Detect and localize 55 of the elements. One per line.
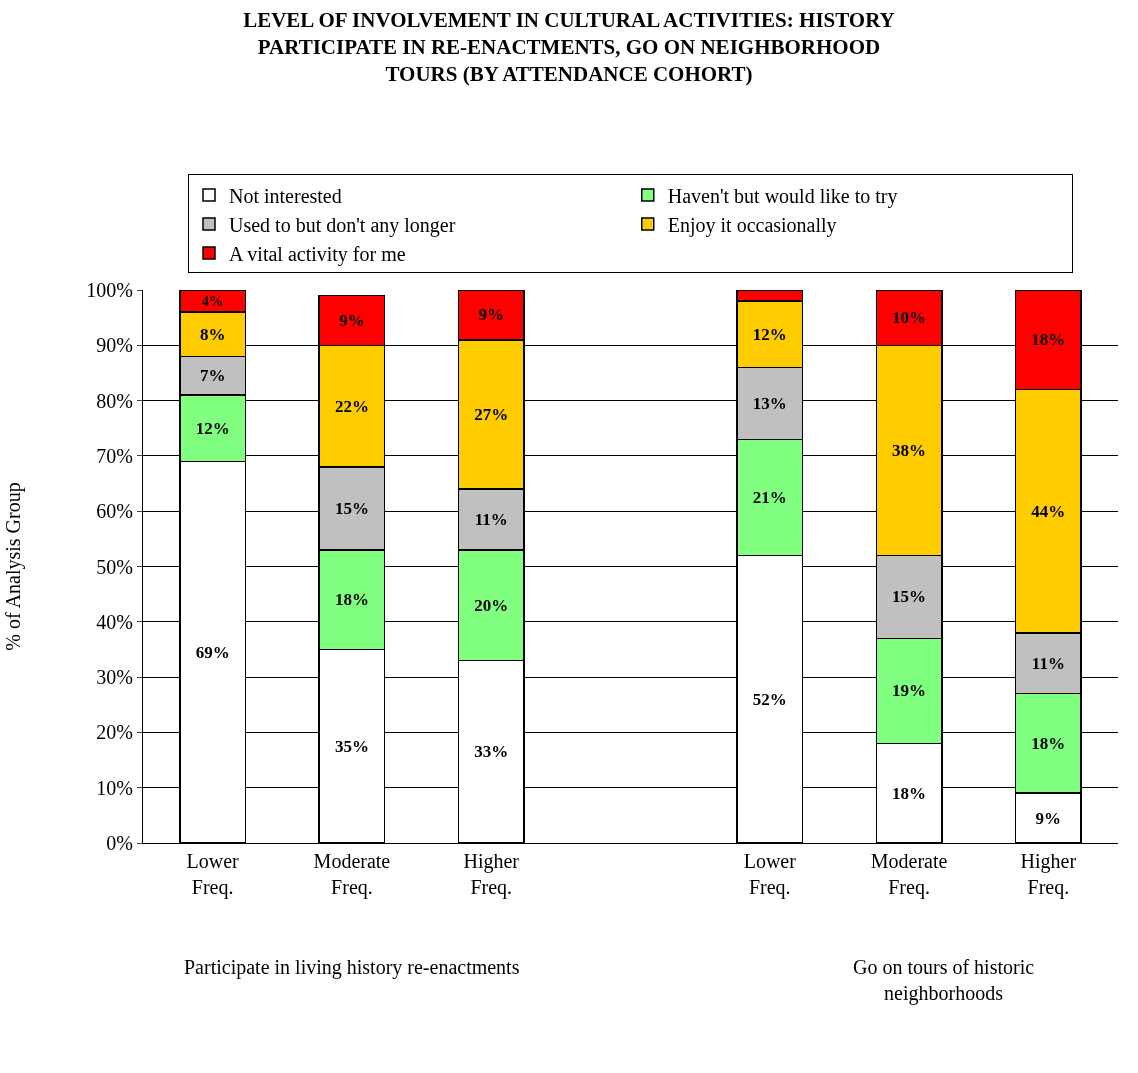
data-label: 52% <box>752 689 787 709</box>
data-label: 12% <box>752 324 787 344</box>
y-tick-label: 0% <box>106 832 133 854</box>
legend-label: Used to but don't any longer <box>229 213 456 237</box>
y-tick-label: 70% <box>96 444 133 467</box>
x-tick-label: Moderate Freq. <box>313 850 391 899</box>
y-tick-label: 20% <box>96 721 133 744</box>
y-tick-label: 100% <box>86 279 133 301</box>
data-label: 9% <box>339 310 365 330</box>
y-tick-label: 10% <box>96 776 133 799</box>
data-label: 19% <box>892 681 927 701</box>
data-label: 38% <box>892 440 927 460</box>
data-label: 9% <box>1035 808 1062 828</box>
data-label: 69% <box>195 642 230 662</box>
data-label: 27% <box>474 404 509 424</box>
data-label: 11% <box>1031 653 1065 673</box>
x-tick-label: Higher Freq. <box>1020 850 1077 899</box>
data-label: 8% <box>199 324 226 344</box>
data-label: 15% <box>334 498 369 518</box>
y-tick-label: 60% <box>96 500 133 523</box>
y-tick-label: 50% <box>96 555 133 578</box>
data-label: 22% <box>334 396 369 416</box>
data-label: 10% <box>892 308 927 328</box>
y-tick-label: 40% <box>96 610 133 633</box>
x-tick-label: Higher Freq. <box>463 850 520 899</box>
data-label: 18% <box>1031 733 1066 753</box>
y-tick-label: 90% <box>96 334 133 357</box>
data-label: 15% <box>892 587 927 607</box>
y-axis-title: % of Analysis Group <box>1 482 25 651</box>
data-label: 13% <box>752 393 787 413</box>
x-tick-label: Lower Freq. <box>186 850 240 899</box>
data-label: 11% <box>474 509 508 529</box>
data-label: 9% <box>478 305 504 325</box>
legend-label: Enjoy it occasionally <box>667 213 837 237</box>
data-label: 18% <box>892 783 927 803</box>
data-label: 18% <box>334 590 369 610</box>
data-label: 18% <box>1031 330 1066 350</box>
data-label: 4% <box>201 292 224 309</box>
legend-label: Haven't but would like to try <box>667 184 898 208</box>
x-tick-label: Lower Freq. <box>743 850 797 899</box>
data-label: 7% <box>199 366 226 386</box>
text: Participate in living history re-enactments <box>184 956 520 979</box>
chart-title: LEVEL OF INVOLVEMENT IN CULTURAL ACTIVITIES: HISTORY PARTICIPATE IN RE-ENACTMENTS, GO ON NEIGHBORHOOD TOURS (BY ATTENDANCE COHORT) <box>243 7 895 87</box>
text: Go on tours of historic neighborhoods <box>853 956 1035 1005</box>
data-label: 12% <box>195 418 230 438</box>
y-tick-label: 80% <box>96 389 133 412</box>
data-label: 35% <box>334 736 369 756</box>
data-label: 33% <box>474 742 509 762</box>
data-label: 44% <box>1031 501 1066 521</box>
data-label: 21% <box>752 487 787 507</box>
data-label: 20% <box>474 595 509 615</box>
legend-label: Not interested <box>229 184 342 207</box>
legend-label: A vital activity for me <box>229 242 406 266</box>
y-tick-label: 30% <box>96 666 133 689</box>
x-tick-label: Moderate Freq. <box>870 850 948 899</box>
